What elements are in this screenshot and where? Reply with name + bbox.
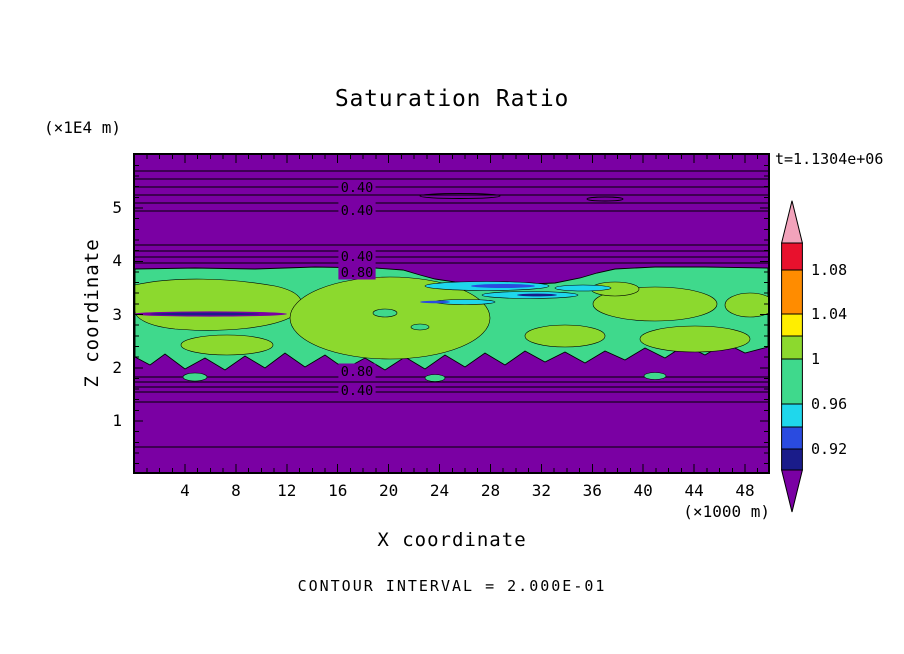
y-tick-label: 4 — [112, 251, 122, 271]
colorbar-tick-label: 0.92 — [811, 440, 848, 458]
x-tick-label: 12 — [277, 481, 297, 500]
colorbar — [781, 200, 803, 513]
x-tick-label: 32 — [531, 481, 551, 500]
x-tick-label: 28 — [480, 481, 501, 500]
y-tick-label: 3 — [112, 304, 122, 324]
axis-ticks — [135, 155, 768, 472]
svg-text:0.40: 0.40 — [341, 383, 374, 399]
x-tick-label: 4 — [180, 481, 190, 500]
x-axis-title: X coordinate — [377, 529, 527, 551]
x-tick-label: 20 — [378, 481, 399, 500]
contour-interval-note: CONTOUR INTERVAL = 2.000E-01 — [297, 577, 607, 595]
time-annotation: t=1.1304e+06 — [775, 150, 884, 168]
colorbar-tick-label: 1 — [811, 350, 821, 368]
y-axis-unit-label: (×1E4 m) — [44, 118, 122, 137]
contour-field-canvas: 0.400.400.400.800.800.40 — [135, 155, 768, 472]
left-dark-streak — [135, 311, 287, 317]
colorbar-tick-label: 1.08 — [811, 261, 848, 279]
x-tick-label: 36 — [582, 481, 602, 500]
x-tick-label: 48 — [735, 481, 755, 500]
y-tick-label: 2 — [112, 357, 122, 377]
chart-title: Saturation Ratio — [334, 86, 570, 112]
x-tick-label: 24 — [429, 481, 450, 500]
x-tick-label: 8 — [231, 481, 241, 500]
blue-navy-streaks — [420, 284, 557, 304]
x-tick-label: 40 — [633, 481, 653, 500]
y-tick-label: 1 — [112, 411, 122, 430]
colorbar-tick-label: 0.96 — [811, 395, 848, 413]
colorbar-tick-label: 1.04 — [811, 305, 848, 323]
svg-text:0.80: 0.80 — [341, 364, 374, 380]
contour-line-labels: 0.400.400.400.800.800.40 — [338, 179, 376, 399]
x-tick-label: 16 — [328, 481, 348, 500]
plot-area: 0.40 0.40 0.40 0.80 0.80 0.40 — [133, 153, 770, 474]
high-saturation-patches — [135, 276, 768, 360]
x-tick-label: 44 — [684, 481, 704, 500]
x-axis-unit-label: (×1000 m) — [683, 502, 770, 521]
svg-text:0.40: 0.40 — [341, 203, 374, 219]
band-inner-holes — [182, 308, 667, 382]
svg-text:0.80: 0.80 — [341, 265, 374, 281]
svg-text:0.40: 0.40 — [341, 180, 374, 196]
y-tick-label: 5 — [112, 198, 122, 217]
svg-text:0.40: 0.40 — [341, 249, 374, 265]
